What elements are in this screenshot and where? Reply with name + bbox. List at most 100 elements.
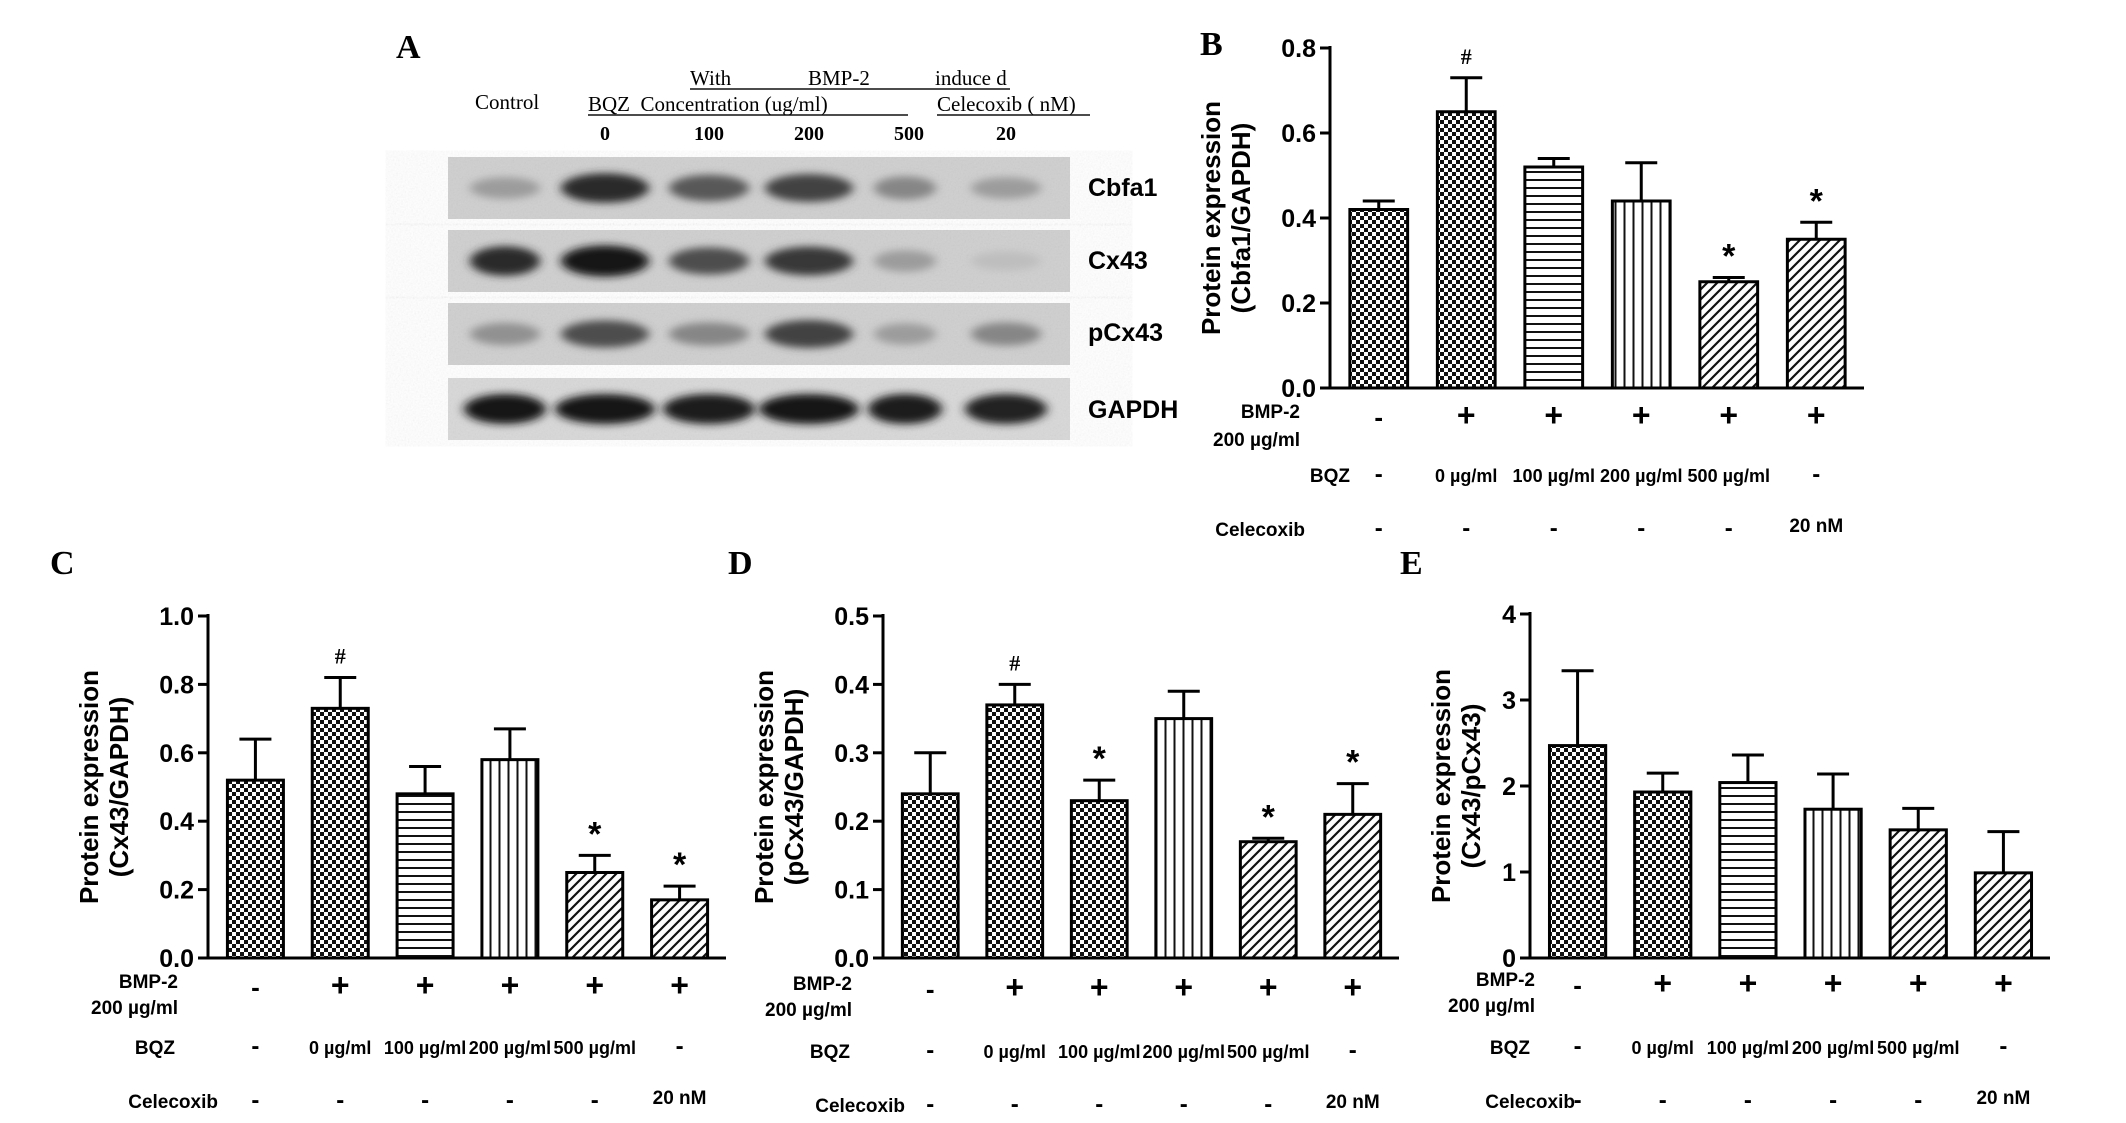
bmp2-sign-2: + [1653,965,1672,1001]
blot-band-lane-1 [470,177,540,199]
blot-band-lane-6 [971,251,1041,271]
bar-6 [1785,237,1847,390]
bqz-row-label: BQZ [1490,1038,1531,1059]
blot-band-lane-5 [868,394,942,424]
bqz-value-2: 0 µg/ml [309,1038,371,1058]
lane-label-100: 100 [694,123,724,145]
bqz-value-3: 100 µg/ml [1707,1038,1789,1058]
bar-4 [1610,199,1672,390]
y-axis-label: Protein expression(Cx43/pCx43) [1426,669,1486,903]
band-label-cx43: Cx43 [1088,247,1148,275]
bmp2-sign-6: + [1343,969,1362,1005]
bqz-value-2: 0 µg/ml [1632,1038,1694,1058]
panel-e-cx43-pcx43-chart: E 0 1 2 3 4 Protein expression(Cx43/pCx43) BMP-… [1400,545,2050,1114]
bmp2-sign-4: + [1824,965,1843,1001]
lane-label-200: 200 [794,123,824,145]
blot-strip-texture [448,230,1070,292]
bar-3 [1718,781,1778,960]
lane-label-500: 500 [894,123,924,145]
blot-band-lane-4 [759,394,859,424]
blot-header-induced: induce d [935,66,1007,90]
bqz-value-1: - [251,1033,259,1060]
blot-header-with: With [690,66,732,90]
bar-5 [1888,828,1948,960]
bar-2 [310,706,370,960]
panel-letter-b: B [1200,26,1223,63]
y-tick-label: 0.2 [834,808,869,836]
y-tick-label: 0.0 [159,945,194,973]
celecoxib-row-label: Celecoxib [128,1092,218,1113]
blot-band-lane-4 [765,246,853,276]
bqz-value-3: 100 µg/ml [384,1038,466,1058]
blot-band-lane-3 [669,174,749,202]
bmp2-sign-2: + [1005,969,1024,1005]
bqz-row-label: BQZ [810,1042,851,1063]
bqz-value-6: - [1999,1033,2007,1060]
bmp2-sign-1: - [926,974,935,1004]
celecoxib-value-5: - [1914,1087,1922,1114]
bqz-value-5: 500 µg/ml [1227,1042,1309,1062]
bqz-value-4: 200 µg/ml [1792,1038,1874,1058]
panel-c-cx43-chart: C 0.0 0.2 0.4 0.6 0.8 1.0 Protein expression(Cx… [50,545,726,1114]
celecoxib-value-1: - [1375,515,1383,542]
blot-band-lane-4 [765,174,853,202]
bar-5 [1698,280,1760,390]
bar-2 [1633,790,1693,960]
blot-band-lane-5 [874,323,936,345]
celecoxib-value-3: - [1744,1087,1752,1114]
blot-band-lane-2 [561,173,649,203]
bqz-value-6: - [676,1033,684,1060]
celecoxib-value-3: - [1095,1091,1103,1118]
y-tick-label: 0.8 [159,671,194,699]
y-axis-label-line2: (Cbfa1/GAPDH) [1226,123,1256,314]
y-tick-label: 0.4 [1281,205,1316,233]
y-tick-label: 2 [1502,773,1516,801]
bar-1 [1547,744,1608,960]
y-tick-label: 0.1 [834,877,869,905]
bqz-value-6: - [1349,1037,1357,1064]
blot-band-lane-5 [874,250,936,272]
bqz-value-3: 100 µg/ml [1058,1042,1140,1062]
bmp2-sign-4: + [1174,969,1193,1005]
bmp2-sign-3: + [1090,969,1109,1005]
bmp2-row-label-dose: 200 µg/ml [765,1000,852,1021]
y-tick-label: 0.8 [1281,35,1316,63]
celecoxib-value-4: - [1637,515,1645,542]
bqz-value-5: 500 µg/ml [1688,466,1770,486]
panel-d-pcx43-chart: D 0.0 0.1 0.2 0.3 0.4 0.5 Protein expression(pC… [728,545,1399,1118]
bmp2-sign-1: - [1374,402,1383,432]
celecoxib-value-6: 20 nM [1326,1092,1380,1113]
bqz-value-2: 0 µg/ml [1435,466,1497,486]
band-label-gapdh: GAPDH [1088,396,1178,424]
bmp2-sign-6: + [1807,397,1826,433]
significance-mark-6: * [1346,744,1360,782]
significance-mark-2: # [1009,650,1020,675]
celecoxib-value-6: 20 nM [1976,1088,2030,1109]
celecoxib-row-label: Celecoxib [815,1096,905,1117]
panel-b-cbfa1-chart: B 0.0 0.2 0.4 0.6 0.8 Protein expression(Cbfa1… [1196,26,1864,542]
bmp2-sign-2: + [1457,397,1476,433]
significance-mark-5: * [1722,238,1736,276]
bmp2-sign-5: + [585,967,604,1003]
bqz-row-label: BQZ [135,1038,176,1059]
bar-3 [1523,165,1585,390]
y-axis-label: Protein expression(Cx43/GAPDH) [74,670,134,904]
bmp2-sign-1: - [1573,970,1582,1000]
bqz-value-4: 200 µg/ml [1600,466,1682,486]
blot-band-lane-1 [464,394,546,424]
bmp2-sign-3: + [1739,965,1758,1001]
bmp2-row-label: BMP-2 [1241,402,1300,423]
y-axis-label-line2: (Cx43/GAPDH) [104,697,134,878]
bar-5 [565,871,625,960]
bar-5 [1238,840,1298,960]
celecoxib-value-6: 20 nM [1789,516,1843,537]
bar-3 [1069,799,1129,960]
y-tick-label: 3 [1502,687,1516,715]
y-axis-label: Protein expression(pCx43/GAPDH) [749,670,809,904]
y-tick-label: 0.2 [1281,290,1316,318]
y-tick-label: 0.4 [159,808,194,836]
bmp2-sign-6: + [670,967,689,1003]
bmp2-row-label: BMP-2 [1476,970,1535,991]
bqz-value-1: - [926,1037,934,1064]
lane-label-20: 20 [996,123,1016,145]
